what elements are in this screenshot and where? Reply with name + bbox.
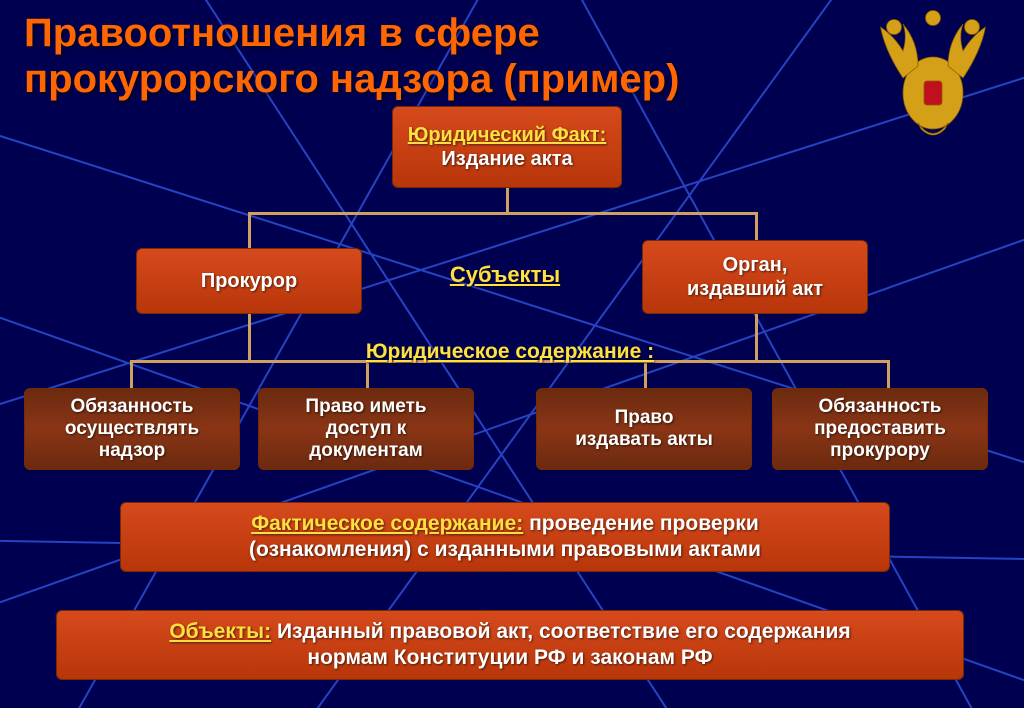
connector — [887, 360, 890, 388]
duty2-l2: доступ к — [326, 418, 407, 440]
subject-right-box: Орган, издавший акт — [642, 240, 868, 314]
factual-text-l2: (ознакомления) с изданными правовыми акт… — [249, 537, 761, 563]
objects-heading: Объекты: — [169, 620, 271, 643]
duty-box-3: Право издавать акты — [536, 388, 752, 470]
subject-right-l1: Орган, — [723, 253, 788, 277]
duty2-l1: Право иметь — [305, 396, 426, 418]
fact-text: Издание акта — [441, 147, 572, 171]
connector — [755, 314, 758, 362]
duty4-l3: прокурору — [830, 440, 930, 462]
connector — [130, 360, 133, 388]
duty4-l1: Обязанность — [819, 396, 942, 418]
title-line2: прокурорского надзора (пример) — [24, 57, 679, 101]
subject-left-text: Прокурор — [201, 269, 297, 293]
objects-box: Объекты: Изданный правовой акт, соответс… — [56, 610, 964, 680]
subject-left-box: Прокурор — [136, 248, 362, 314]
title-line1: Правоотношения в сфере — [24, 11, 540, 55]
duty1-l1: Обязанность — [71, 396, 194, 418]
duty3-l2: издавать акты — [575, 429, 713, 451]
legal-content-label: Юридическое содержание : — [340, 340, 680, 364]
connector — [644, 360, 647, 388]
objects-line1: Объекты: Изданный правовой акт, соответс… — [169, 619, 850, 645]
connector — [248, 212, 758, 215]
russian-coat-of-arms-icon — [858, 6, 1008, 156]
duty3-l1: Право — [615, 407, 674, 429]
objects-text-l2: нормам Конституции РФ и законам РФ — [307, 645, 712, 671]
duty-box-4: Обязанность предоставить прокурору — [772, 388, 988, 470]
duty-box-2: Право иметь доступ к документам — [258, 388, 474, 470]
fact-heading: Юридический Факт: — [408, 123, 607, 147]
fact-box: Юридический Факт: Издание акта — [392, 106, 622, 188]
connector — [248, 212, 251, 248]
factual-line1: Фактическое содержание: проведение прове… — [251, 511, 759, 537]
connector — [506, 188, 509, 214]
factual-box: Фактическое содержание: проведение прове… — [120, 502, 890, 572]
connector — [366, 360, 369, 388]
subject-right-l2: издавший акт — [687, 277, 823, 301]
connector — [248, 314, 251, 362]
subjects-label: Субъекты — [430, 262, 580, 288]
duty2-l3: документам — [309, 440, 423, 462]
factual-text-l1: проведение проверки — [529, 512, 759, 535]
factual-heading: Фактическое содержание: — [251, 512, 523, 535]
connector — [755, 212, 758, 240]
duty4-l2: предоставить — [814, 418, 946, 440]
duty1-l3: надзор — [99, 440, 166, 462]
duty1-l2: осуществлять — [65, 418, 199, 440]
duty-box-1: Обязанность осуществлять надзор — [24, 388, 240, 470]
objects-text-l1: Изданный правовой акт, соответствие его … — [277, 620, 851, 643]
